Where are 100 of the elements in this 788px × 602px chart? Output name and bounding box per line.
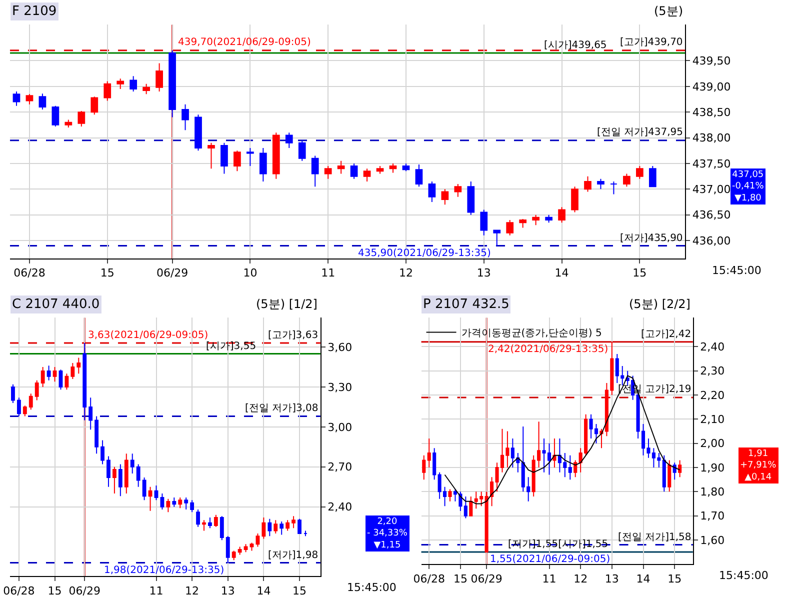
text: 1,91 +7,91% ▲0,14: [740, 449, 777, 482]
candlestick: [182, 104, 189, 131]
x-tick-label: 06/29: [156, 266, 188, 280]
candlestick: [262, 516, 266, 540]
x-tick-label: 15: [100, 266, 114, 280]
x-tick-label: 10: [243, 266, 258, 280]
candlestick: [124, 453, 128, 494]
y-tick-label: 1,80: [700, 486, 725, 499]
candlestick: [104, 80, 112, 102]
candlestick: [160, 493, 164, 510]
x-tick-label: 15: [48, 584, 62, 598]
x-tick-label: 11: [149, 584, 164, 598]
candlestick: [226, 536, 230, 564]
annotation: 435,90(2021/06/29-13:35): [358, 248, 491, 259]
candlestick: [298, 518, 302, 534]
x-tick-label: 15: [453, 572, 468, 586]
candlestick: [40, 366, 45, 388]
candlestick: [389, 162, 397, 174]
chart-title: P 2107 432.5: [423, 297, 510, 312]
candlestick: [46, 365, 51, 381]
candlestick: [156, 62, 163, 92]
candlestick: [22, 405, 27, 417]
x-tick-label: 12: [185, 584, 200, 598]
candlestick: [26, 94, 34, 105]
candlestick: [484, 491, 488, 553]
candlestick: [100, 440, 104, 465]
candlestick: [82, 342, 87, 421]
candlestick: [136, 464, 140, 488]
candlestick: [78, 110, 86, 127]
candlestick: [148, 486, 152, 512]
y-tick-label: 1,70: [700, 510, 725, 523]
candlestick: [506, 220, 514, 236]
candlestick: [285, 132, 293, 149]
candlestick: [304, 530, 308, 537]
candlestick: [244, 544, 248, 553]
candlestick: [34, 380, 39, 401]
x-tick-label: 11: [321, 266, 336, 280]
candlestick: [112, 466, 116, 494]
candlestick: [70, 362, 75, 380]
candlestick: [568, 454, 572, 480]
ref-line-label: [전일 저가]437,95: [597, 127, 683, 138]
annotation: 1,55(2021/06/29-09:05): [490, 554, 610, 565]
y-tick-label: 3,60: [328, 340, 352, 354]
y-tick-label: 2,00: [700, 437, 725, 450]
candlestick: [584, 176, 592, 192]
candlestick: [184, 497, 188, 510]
candlestick: [402, 162, 410, 172]
candlestick: [214, 514, 218, 528]
candlestick: [12, 91, 20, 106]
x-tick-label: 11: [542, 572, 556, 586]
y-tick-label: 436,50: [692, 208, 731, 222]
y-tick-label: 2,20: [700, 388, 725, 402]
candlestick: [76, 357, 81, 374]
candlestick: [454, 184, 462, 198]
candlestick: [130, 76, 138, 92]
candlestick: [363, 168, 371, 182]
candlestick: [453, 488, 458, 502]
candlestick: [467, 180, 475, 216]
candlestick: [532, 214, 540, 226]
annotation: 2,42(2021/06/29-13:35): [488, 344, 608, 355]
candlestick: [464, 496, 468, 519]
y-tick-label: 436,00: [692, 234, 731, 248]
candlestick: [168, 50, 176, 118]
candlestick: [58, 369, 63, 390]
candlestick: [280, 520, 284, 536]
candlestick: [11, 384, 15, 404]
y-tick-label: 439,50: [692, 54, 731, 68]
candlestick: [432, 448, 436, 480]
ref-line-label: [시가]439,65: [544, 40, 607, 51]
candlestick: [552, 438, 556, 468]
candlestick: [311, 155, 319, 188]
candlestick: [597, 178, 604, 190]
candlestick: [324, 166, 332, 180]
candlestick: [246, 148, 254, 167]
candlestick: [190, 500, 194, 513]
candlestick: [558, 206, 566, 224]
chart-subtitle: (5분) [1/2]: [256, 297, 318, 311]
x-tick-label: 13: [220, 584, 235, 598]
y-tick-label: 3,30: [328, 380, 352, 394]
candlestick: [422, 454, 426, 480]
candlestick: [441, 188, 449, 206]
x-tick-label: 12: [398, 266, 413, 280]
candlestick: [194, 114, 202, 152]
y-tick-label: 1,90: [700, 461, 725, 474]
x-tick-label: 13: [604, 572, 619, 586]
candlestick: [545, 214, 552, 224]
x-tick-label: 15: [632, 266, 647, 280]
ref-line-label: [저가]1,98: [268, 550, 318, 561]
candlestick: [220, 142, 228, 174]
candlestick: [172, 497, 176, 508]
candlestick: [202, 520, 206, 532]
text: 2,20 - 34,33% ▼1,15: [367, 517, 408, 550]
candlestick: [118, 464, 122, 497]
candlestick: [574, 460, 578, 478]
x-tick-label: 12: [574, 572, 588, 586]
text: 15:45:00: [712, 264, 762, 277]
candlestick: [16, 397, 21, 417]
candlestick: [678, 460, 682, 478]
x-tick-label: 06/28: [3, 584, 35, 598]
chart-title: F 2109: [12, 4, 57, 19]
